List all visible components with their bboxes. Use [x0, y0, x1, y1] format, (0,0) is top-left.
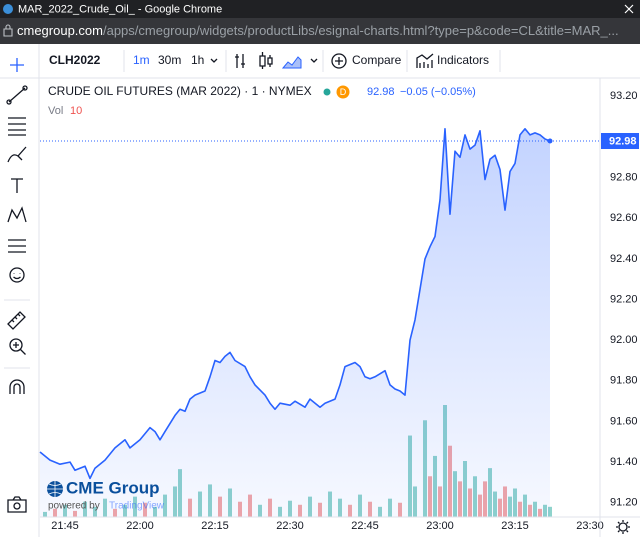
trend-line-tool[interactable] — [6, 85, 28, 105]
y-tick-label: 92.40 — [610, 253, 638, 265]
text-tool[interactable] — [11, 178, 23, 193]
fib-tool[interactable] — [8, 117, 26, 136]
settings-gear — [616, 520, 630, 534]
x-tick-label: 23:15 — [501, 520, 529, 532]
compare-button[interactable]: Compare — [352, 53, 402, 67]
x-tick-label: 23:00 — [426, 520, 454, 532]
delay-badge-label: D — [340, 87, 347, 97]
y-tick-label: 92.20 — [610, 293, 638, 305]
delay-badge — [336, 85, 350, 99]
url[interactable]: cmegroup.com/apps/cmegroup/widgets/produ… — [17, 23, 619, 38]
volume-legend: Vol — [48, 105, 63, 117]
window-title: MAR_2022_Crude_Oil_ - Google Chrome — [18, 3, 222, 15]
legend-change: −0.05 (−0.05%) — [400, 86, 476, 98]
last-price-label: 92.98 — [609, 135, 637, 147]
camera-lens — [13, 502, 21, 510]
top-toolbar — [0, 44, 640, 78]
screenshot-button[interactable] — [7, 496, 27, 513]
interval-button[interactable]: 1h — [191, 53, 204, 67]
indicators-button[interactable]: Indicators — [437, 53, 489, 67]
globe-lines — [47, 481, 63, 497]
compare-icon[interactable] — [331, 53, 347, 69]
provider[interactable]: TradingView — [109, 501, 165, 512]
y-tick-label: 92.60 — [610, 212, 638, 224]
y-tick-label: 91.20 — [610, 497, 638, 509]
price-area — [40, 128, 550, 518]
y-tick-label: 92.80 — [610, 171, 638, 183]
plot-area: 10 91.20 91.40 91.60 91.80 92.00 92.20 92.40 92.… — [39, 90, 639, 532]
style-dropdown[interactable] — [310, 58, 318, 63]
y-tick-label: 91.60 — [610, 415, 638, 427]
x-tick-label: 22:30 — [276, 520, 304, 532]
drawing-toolbar — [4, 58, 30, 513]
cme-logo: CME Group — [66, 478, 160, 497]
x-tick-label: 22:00 — [126, 520, 154, 532]
compare-plus — [335, 57, 343, 65]
interval-button[interactable]: 30m — [158, 53, 181, 67]
last-price-badge — [601, 133, 639, 150]
url-host: cmegroup.com — [17, 23, 103, 38]
projection-tool[interactable] — [8, 239, 26, 253]
close-button[interactable] — [624, 4, 634, 14]
x-tick-label: 22:45 — [351, 520, 379, 532]
crosshair-tool[interactable] — [10, 58, 24, 72]
candles-icon[interactable] — [259, 52, 273, 69]
y-tick-label: 91.80 — [610, 375, 638, 387]
emoji-tool[interactable] — [9, 267, 25, 283]
market-status — [323, 88, 331, 96]
zoom-glass — [13, 342, 26, 355]
powered-by: powered by — [48, 501, 100, 512]
pattern-tool[interactable] — [7, 206, 27, 223]
y-tick-label: 92.00 — [610, 334, 638, 346]
emoji-face — [13, 273, 21, 280]
address-bar — [0, 18, 640, 44]
url-path: /apps/cmegroup/widgets/productLibs/esign… — [103, 23, 619, 38]
area-icon[interactable] — [281, 56, 302, 69]
lock-icon — [3, 24, 13, 37]
settings-button[interactable] — [618, 522, 628, 532]
symbol[interactable]: CLH2022 — [49, 53, 101, 67]
x-tick-label: 22:15 — [201, 520, 229, 532]
price-line — [39, 128, 551, 480]
y-tick-label: 91.40 — [610, 456, 638, 468]
site-icon — [3, 4, 13, 14]
indicators-icon[interactable] — [416, 53, 434, 68]
bars-style-icon[interactable] — [235, 54, 245, 68]
interval-button[interactable]: 1m — [133, 53, 150, 67]
legend-price: 92.98 — [367, 86, 395, 98]
x-tick-label: 21:45 — [51, 520, 79, 532]
zoom-tool[interactable] — [9, 338, 23, 352]
ruler-tool[interactable] — [7, 311, 26, 330]
series-title: CRUDE OIL FUTURES (MAR 2022) · 1 · NYMEX — [48, 84, 312, 98]
brush-tool[interactable] — [7, 146, 27, 163]
title-bar — [0, 0, 640, 18]
interval-dropdown[interactable] — [210, 58, 218, 63]
x-tick-label: 23:30 — [576, 520, 604, 532]
volume-legend-value: 10 — [70, 105, 82, 117]
y-tick-label: 93.20 — [610, 90, 638, 102]
magnet-tool[interactable] — [9, 379, 25, 394]
